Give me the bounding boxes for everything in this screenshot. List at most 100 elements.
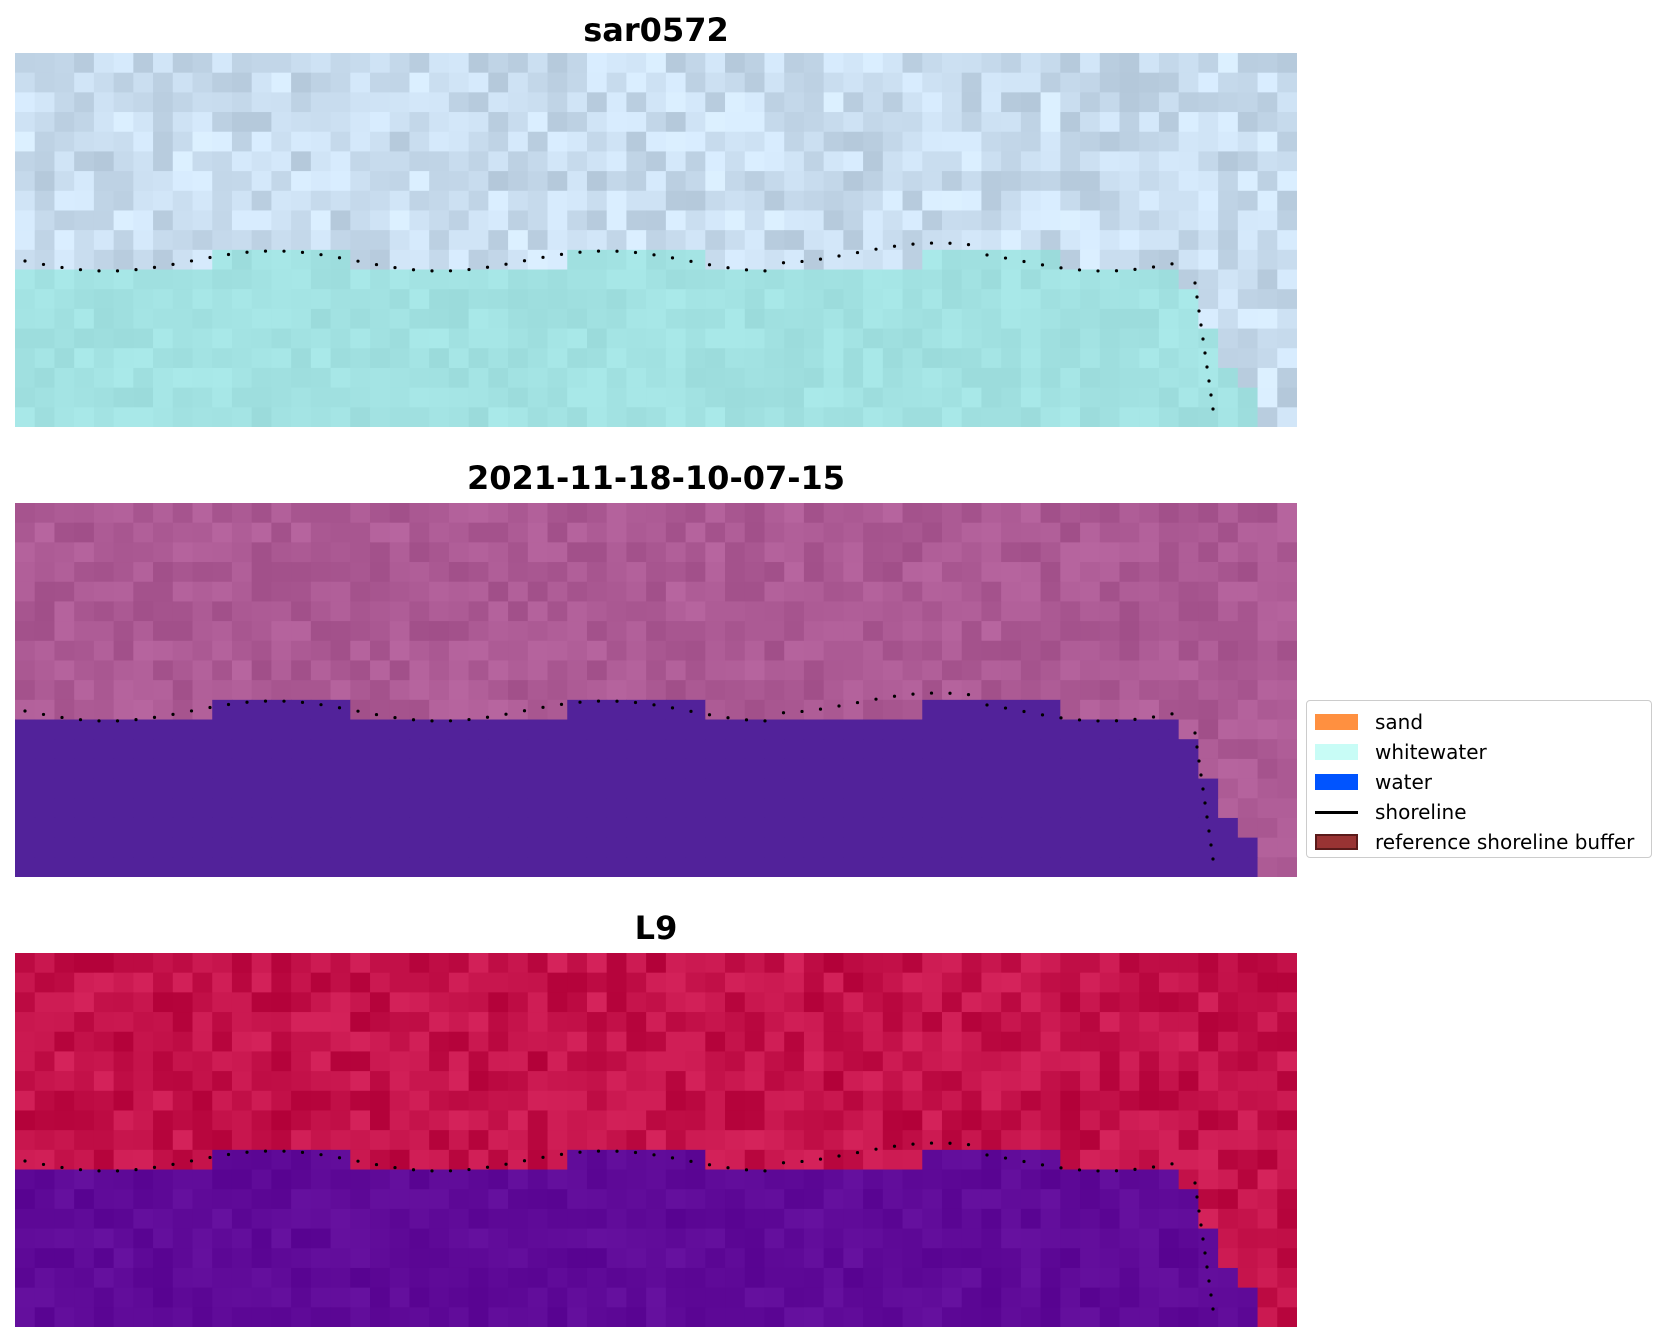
shoreline-dot — [1003, 256, 1008, 260]
shoreline-dot — [171, 262, 175, 266]
shoreline-dot — [411, 1168, 416, 1172]
shoreline-dot — [707, 1163, 712, 1167]
shoreline-dot — [1197, 1209, 1201, 1213]
shoreline-dot — [781, 1161, 786, 1165]
shoreline-dot — [1114, 269, 1119, 273]
shoreline-dot — [855, 250, 860, 255]
shoreline-dot — [578, 1150, 582, 1154]
panel-title-1: sar0572 — [583, 11, 729, 49]
shoreline-dot — [522, 709, 527, 713]
shoreline-dot — [23, 259, 27, 263]
shoreline-dot — [578, 250, 582, 254]
shoreline-dot — [78, 268, 83, 272]
shoreline-dot — [1170, 712, 1174, 716]
shoreline-dot — [892, 1144, 897, 1148]
shoreline-dot — [911, 692, 915, 696]
shoreline-dot — [1059, 266, 1063, 270]
falsecolor-image-panel — [15, 953, 1297, 1327]
shoreline-dot — [633, 1150, 638, 1155]
shoreline-dot — [1195, 1195, 1199, 1199]
shoreline-dot — [134, 718, 138, 722]
shoreline-dot — [1077, 1168, 1082, 1172]
shoreline-dot — [1040, 713, 1045, 717]
shoreline-dot — [393, 265, 397, 270]
shoreline-dot — [707, 713, 712, 717]
shoreline-dot — [670, 706, 675, 710]
shoreline-dot — [1170, 1162, 1174, 1166]
shoreline-dot — [1211, 857, 1215, 861]
shoreline-dot — [1133, 717, 1137, 721]
shoreline-dot — [818, 1157, 823, 1161]
shoreline-dot — [1197, 759, 1201, 763]
shoreline-dot — [245, 250, 249, 254]
shoreline-dot — [1077, 268, 1082, 272]
shoreline-dot — [430, 269, 434, 273]
shoreline-dot — [929, 1141, 934, 1145]
shoreline-dot — [559, 702, 564, 706]
shoreline-dot — [541, 255, 545, 259]
shoreline-dot — [781, 261, 786, 265]
shoreline-dot — [744, 718, 749, 722]
shoreline-dot — [929, 691, 934, 695]
shoreline-dot — [115, 719, 120, 723]
shoreline-dot — [152, 1165, 157, 1169]
shoreline-dot — [374, 262, 379, 267]
shoreline-dot — [763, 269, 767, 273]
shoreline-dot — [1195, 295, 1199, 299]
shoreline-dot — [929, 241, 934, 245]
legend-item-reference-buffer: reference shoreline buffer — [1315, 827, 1643, 857]
shoreline-dot — [41, 712, 46, 717]
legend-label: whitewater — [1375, 740, 1487, 764]
shoreline-dot — [837, 254, 841, 258]
shoreline-dot — [948, 241, 952, 245]
panel-title-3: L9 — [634, 909, 678, 947]
shoreline-dot — [1201, 337, 1205, 341]
falsecolor-image — [15, 953, 1297, 1327]
shoreline-dot — [189, 709, 194, 713]
panel-title-2: 2021-11-18-10-07-15 — [466, 459, 846, 497]
shoreline-dot — [818, 257, 823, 261]
shoreline-dot — [615, 249, 619, 253]
shoreline-dot — [485, 1165, 490, 1169]
shoreline-dot — [467, 267, 471, 272]
shoreline-dot — [60, 1165, 64, 1170]
shoreline-dot — [1205, 1265, 1209, 1269]
shoreline-dot — [152, 715, 157, 719]
shoreline-dot — [559, 252, 564, 256]
shoreline-dot — [485, 265, 490, 269]
shoreline-dot — [707, 263, 712, 267]
shoreline-dot — [874, 1147, 878, 1151]
shoreline-dot — [60, 715, 64, 720]
shoreline-dot — [319, 253, 323, 257]
shoreline-dot — [300, 1150, 305, 1155]
shoreline-dot — [374, 1162, 379, 1167]
legend-item-shoreline: shoreline — [1315, 797, 1643, 827]
shoreline-dot — [337, 256, 342, 260]
shoreline-dot — [911, 242, 915, 246]
shoreline-dot — [393, 715, 397, 720]
shoreline-dot — [189, 259, 194, 263]
reference-buffer-swatch-icon — [1315, 834, 1358, 850]
shoreline-dot — [467, 717, 471, 722]
legend-label: reference shoreline buffer — [1375, 830, 1635, 854]
shoreline-dot — [1209, 393, 1213, 397]
shoreline-dot — [1207, 1279, 1211, 1283]
shoreline-dot — [448, 269, 453, 273]
shoreline-dot — [1096, 269, 1100, 273]
shoreline-dot — [171, 1162, 175, 1166]
shoreline-dot — [726, 266, 730, 270]
shoreline-dot — [1209, 1293, 1213, 1297]
shoreline-dot — [411, 718, 416, 722]
shoreline-dot — [966, 242, 971, 247]
shoreline-dot — [800, 259, 804, 264]
shoreline-dot — [467, 1167, 471, 1172]
shoreline-dot — [874, 697, 878, 701]
shoreline-dot — [1133, 1167, 1137, 1171]
shoreline-dot — [1211, 1307, 1215, 1311]
shoreline-dot — [1151, 715, 1156, 719]
shoreline-dot — [1199, 323, 1203, 327]
shoreline-dot — [1207, 379, 1211, 383]
shoreline-dot — [763, 719, 767, 723]
shoreline-dot — [1193, 731, 1197, 735]
shoreline-dot — [726, 1166, 730, 1170]
